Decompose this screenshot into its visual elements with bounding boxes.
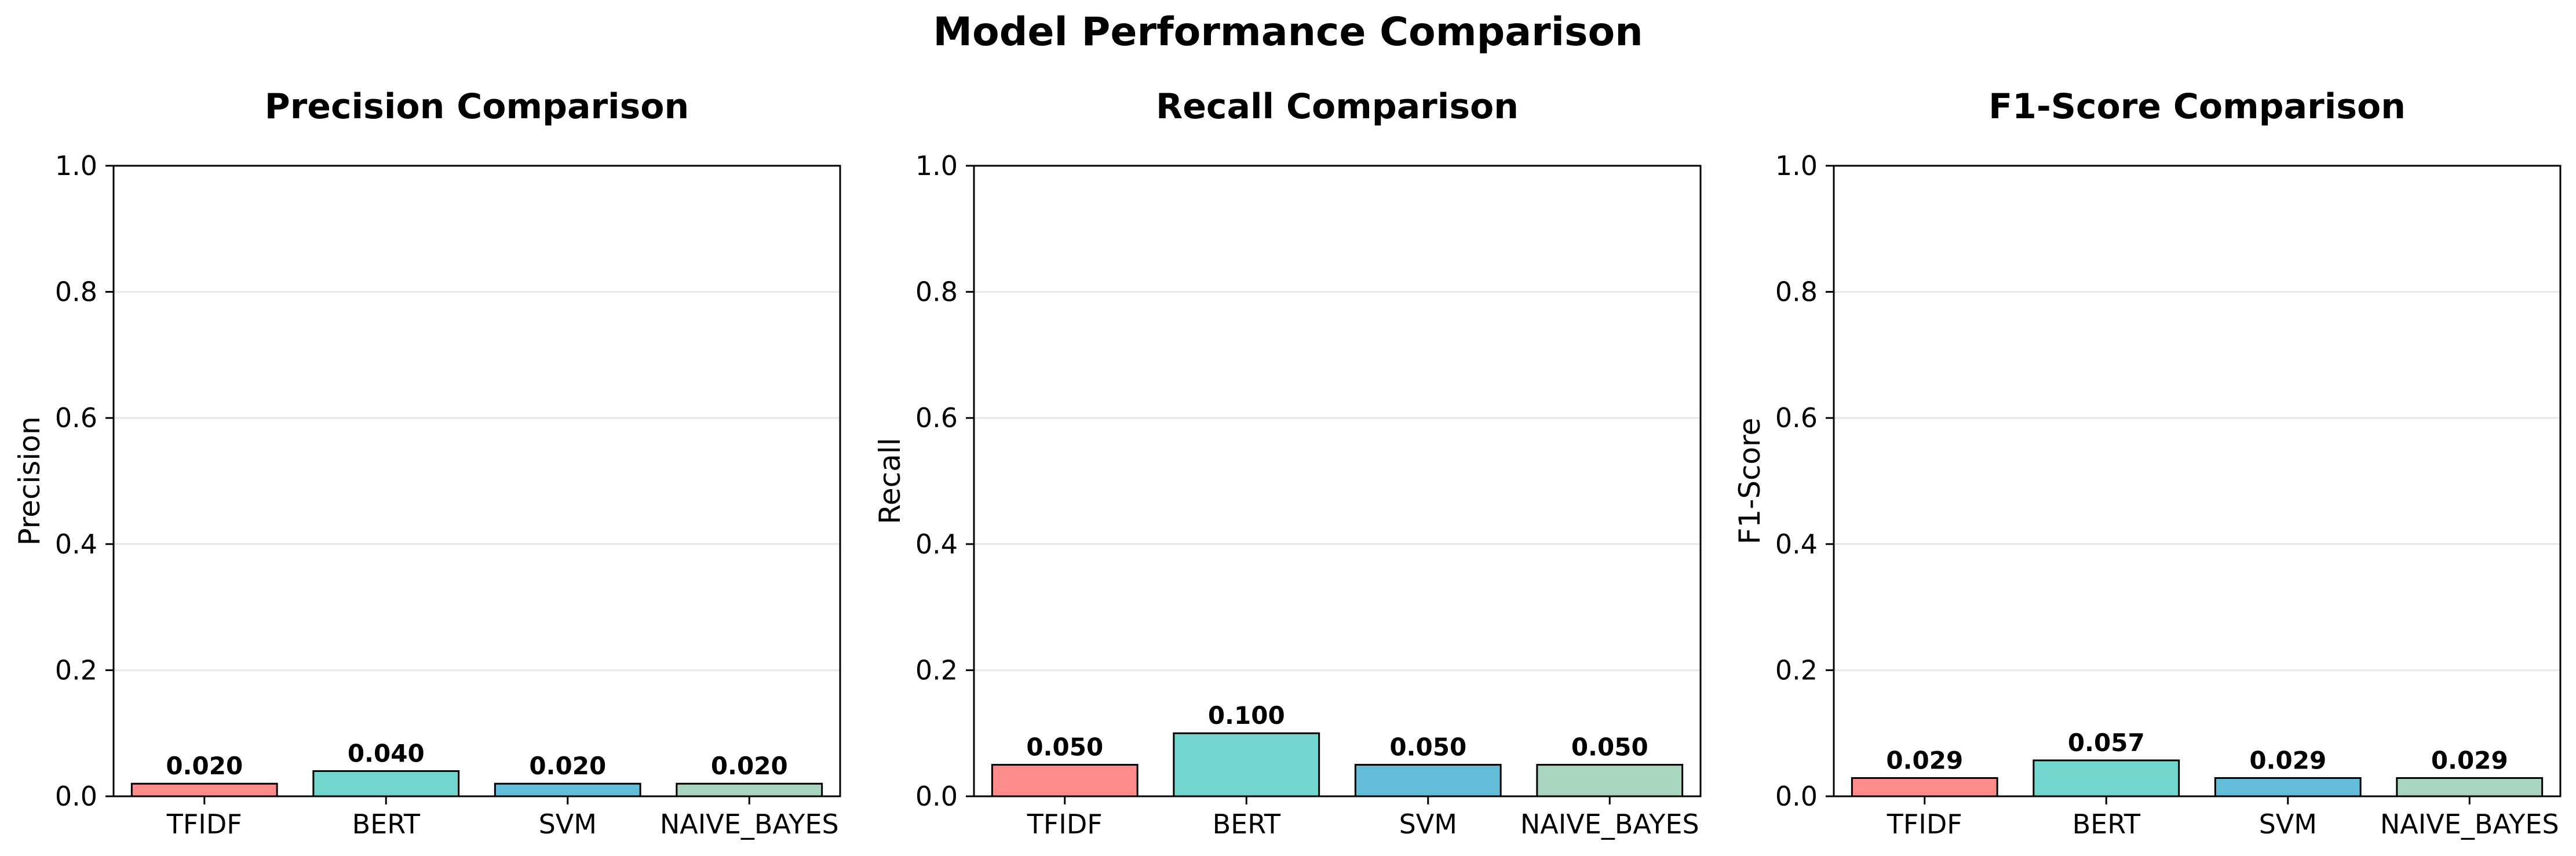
- recall-value-label-tfidf: 0.050: [1026, 733, 1103, 762]
- f1-score-xtick-label-naive-bayes: NAIVE_BAYES: [2380, 808, 2559, 840]
- precision-y-axis-label: Precision: [13, 416, 46, 545]
- f1-score-bar-tfidf: [1851, 777, 1998, 797]
- precision-panel: Precision Comparison 0.020 0.040 0.020 0.020…: [13, 86, 841, 840]
- precision-ytick-label-0: 0.0: [55, 781, 97, 812]
- f1-score-ytick-label-5: 1.0: [1775, 150, 1818, 181]
- precision-bar-svm: [494, 782, 641, 797]
- recall-xtick-label-bert: BERT: [1213, 808, 1281, 840]
- precision-panel-title: Precision Comparison: [265, 86, 689, 127]
- recall-axes-frame: [973, 165, 1702, 797]
- precision-ytick-label-3: 0.6: [55, 402, 97, 434]
- precision-value-label-svm: 0.020: [529, 752, 606, 780]
- f1-score-bar-bert: [2033, 759, 2180, 797]
- recall-value-label-naive-bayes: 0.050: [1571, 733, 1648, 762]
- f1-score-ytick-label-3: 0.6: [1775, 402, 1818, 434]
- f1-score-value-label-svm: 0.029: [2249, 746, 2326, 774]
- f1-score-value-label-naive-bayes: 0.029: [2431, 746, 2508, 774]
- precision-value-label-naive-bayes: 0.020: [711, 752, 788, 780]
- f1-score-xtick-label-bert: BERT: [2073, 808, 2141, 840]
- precision-bar-naive-bayes: [676, 782, 823, 797]
- recall-xtick-label-tfidf: TFIDF: [1027, 808, 1103, 840]
- recall-xtick-label-svm: SVM: [1399, 808, 1457, 840]
- precision-axes-frame: [112, 165, 841, 797]
- recall-ytick-label-2: 0.4: [915, 529, 958, 560]
- recall-ytick-label-4: 0.8: [915, 276, 958, 308]
- recall-bar-naive-bayes: [1536, 764, 1684, 797]
- recall-bar-bert: [1173, 732, 1320, 797]
- precision-xtick-label-bert: BERT: [352, 808, 421, 840]
- f1-score-xtick-label-tfidf: TFIDF: [1887, 808, 1962, 840]
- f1-score-value-label-tfidf: 0.029: [1886, 746, 1963, 774]
- f1-score-ytick-label-0: 0.0: [1775, 781, 1818, 812]
- precision-value-label-bert: 0.040: [348, 739, 425, 767]
- precision-xtick-label-naive-bayes: NAIVE_BAYES: [660, 808, 839, 840]
- precision-xtick-label-tfidf: TFIDF: [166, 808, 242, 840]
- precision-ytick-label-1: 0.2: [55, 654, 97, 686]
- precision-ytick-label-4: 0.8: [55, 276, 97, 308]
- recall-panel-title: Recall Comparison: [1156, 86, 1519, 127]
- recall-value-label-bert: 0.100: [1208, 701, 1285, 730]
- recall-ytick-label-0: 0.0: [915, 781, 958, 812]
- precision-ytick-label-5: 1.0: [55, 150, 97, 181]
- recall-panel: Recall Comparison 0.050 0.100 0.050 0.050 0.0…: [873, 86, 1702, 840]
- f1-score-bar-naive-bayes: [2396, 777, 2544, 797]
- recall-ytick-label-5: 1.0: [915, 150, 958, 181]
- recall-ytick-label-1: 0.2: [915, 654, 958, 686]
- f1-score-ytick-label-1: 0.2: [1775, 654, 1818, 686]
- f1-score-panel-title: F1-Score Comparison: [1988, 86, 2406, 127]
- recall-bar-svm: [1354, 764, 1502, 797]
- f1-score-xtick-label-svm: SVM: [2259, 808, 2317, 840]
- recall-value-label-svm: 0.050: [1389, 733, 1466, 762]
- f1-score-ytick-label-2: 0.4: [1775, 529, 1818, 560]
- precision-ytick-label-2: 0.4: [55, 529, 97, 560]
- f1-score-panel: F1-Score Comparison 0.029 0.057 0.029 0.029 0…: [1733, 86, 2562, 840]
- f1-score-value-label-bert: 0.057: [2068, 728, 2145, 757]
- recall-y-axis-label: Recall: [873, 438, 907, 524]
- recall-bar-tfidf: [991, 764, 1139, 797]
- precision-bar-bert: [312, 770, 460, 797]
- recall-ytick-label-3: 0.6: [915, 402, 958, 434]
- f1-score-bar-svm: [2214, 777, 2362, 797]
- precision-value-label-tfidf: 0.020: [166, 752, 243, 780]
- f1-score-ytick-label-4: 0.8: [1775, 276, 1818, 308]
- recall-xtick-label-naive-bayes: NAIVE_BAYES: [1520, 808, 1699, 840]
- f1-score-axes-frame: [1833, 165, 2562, 797]
- precision-bar-tfidf: [130, 782, 278, 797]
- figure-title: Model Performance Comparison: [933, 9, 1643, 55]
- f1-score-y-axis-label: F1-Score: [1733, 418, 1767, 545]
- precision-xtick-label-svm: SVM: [539, 808, 597, 840]
